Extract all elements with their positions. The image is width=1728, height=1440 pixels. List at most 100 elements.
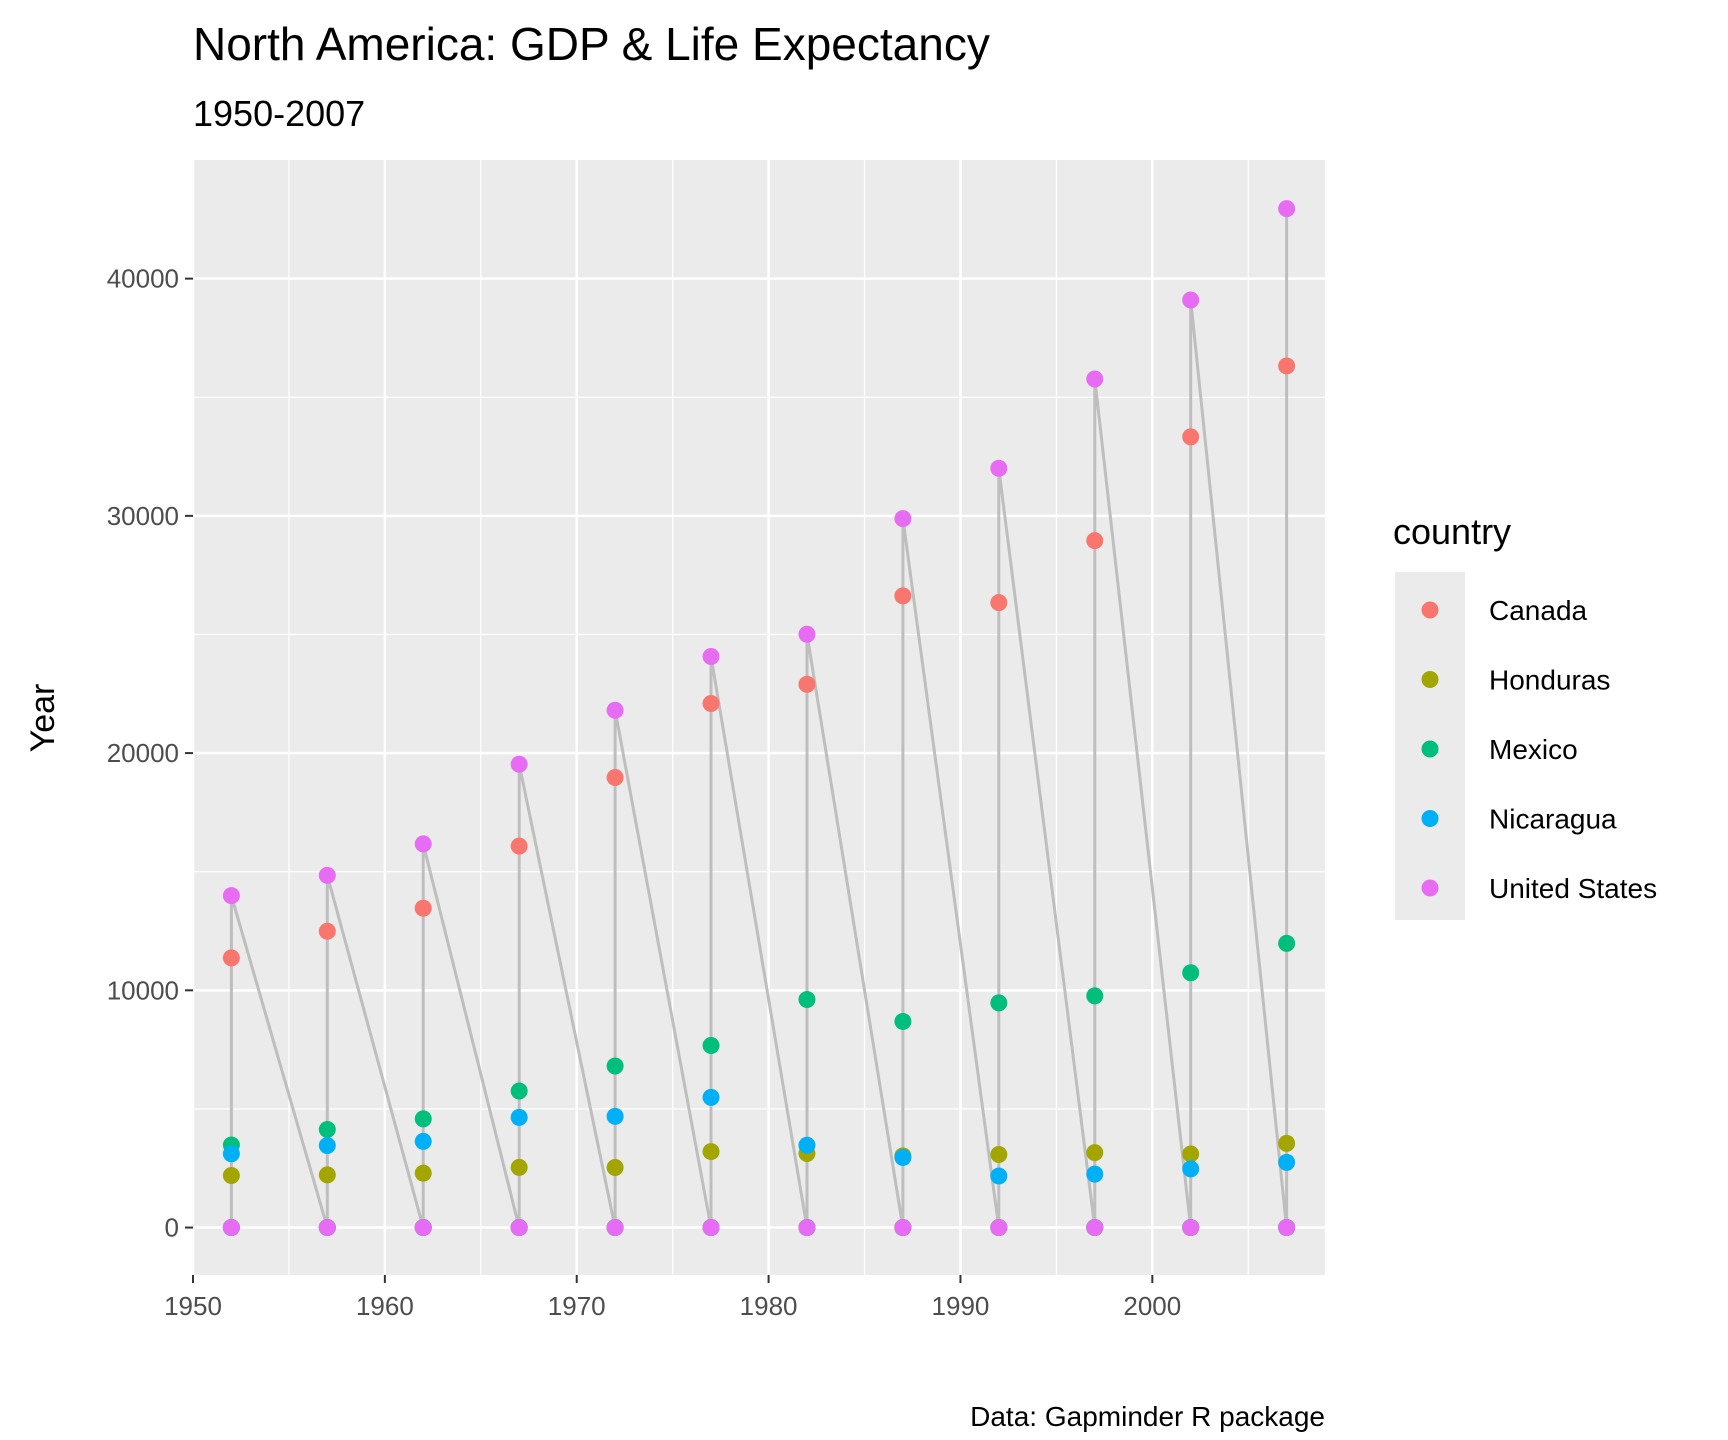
y-tick-label: 0 <box>165 1213 179 1243</box>
life-expectancy-point <box>414 1219 432 1237</box>
data-point <box>222 1166 240 1184</box>
grid-minor <box>193 160 1325 1275</box>
data-point <box>318 1166 336 1184</box>
data-point <box>1182 1145 1200 1163</box>
x-axis: 1950 1960 1970 1980 1990 2000 <box>164 1275 1181 1321</box>
life-expectancy-point <box>798 1219 816 1237</box>
data-point <box>798 991 816 1009</box>
data-point <box>222 1145 240 1163</box>
legend-key <box>1421 740 1439 758</box>
legend-title: country <box>1393 511 1511 552</box>
data-point <box>318 1137 336 1155</box>
data-point <box>510 1082 528 1100</box>
data-point <box>222 949 240 967</box>
data-point <box>702 694 720 712</box>
data-point <box>606 1107 624 1125</box>
chart-subtitle: 1950-2007 <box>193 93 365 134</box>
x-tick-label: 1980 <box>740 1291 798 1321</box>
data-point <box>1086 370 1104 388</box>
data-point <box>1278 1134 1296 1152</box>
life-expectancy-point <box>318 1219 336 1237</box>
life-expectancy-point <box>510 1219 528 1237</box>
data-point <box>1278 200 1296 218</box>
life-expectancy-point <box>990 1219 1008 1237</box>
x-tick-label: 1970 <box>548 1291 606 1321</box>
plot-panel <box>193 160 1325 1275</box>
data-point <box>702 647 720 665</box>
data-point <box>222 887 240 905</box>
data-point <box>1278 1153 1296 1171</box>
data-point <box>606 1159 624 1177</box>
legend-key <box>1421 879 1439 897</box>
connecting-path <box>229 208 1289 1229</box>
legend-items: Canada Honduras Mexico Nicaragua United Stat… <box>1421 595 1657 904</box>
data-point <box>510 1108 528 1126</box>
data-point <box>990 1167 1008 1185</box>
life-expectancy-point <box>1182 1219 1200 1237</box>
legend-label: Mexico <box>1489 734 1578 765</box>
data-point <box>606 768 624 786</box>
data-point <box>606 1057 624 1075</box>
data-point <box>318 866 336 884</box>
connecting-path-line <box>229 208 1289 1229</box>
data-point <box>1086 1144 1104 1162</box>
y-tick-label: 10000 <box>107 975 179 1005</box>
y-tick-label: 40000 <box>107 264 179 294</box>
data-point <box>894 510 912 528</box>
legend-key <box>1421 601 1439 619</box>
life-expectancy-point <box>1086 1219 1104 1237</box>
data-point <box>798 625 816 643</box>
legend-key <box>1421 810 1439 827</box>
chart-caption: Data: Gapminder R package <box>970 1401 1325 1432</box>
life-expectancy-point <box>702 1219 720 1237</box>
data-point <box>414 1132 432 1150</box>
data-points <box>222 200 1296 1237</box>
data-point <box>510 837 528 855</box>
data-point <box>798 675 816 693</box>
x-tick-label: 2000 <box>1123 1291 1181 1321</box>
y-axis-label: Year <box>24 684 62 753</box>
data-point <box>798 1136 816 1154</box>
grid-major <box>191 160 1325 1275</box>
y-tick-label: 20000 <box>107 738 179 768</box>
data-point <box>1278 357 1296 375</box>
data-point <box>318 1121 336 1139</box>
data-point <box>990 594 1008 612</box>
x-tick-label: 1960 <box>356 1291 414 1321</box>
x-tick-label: 1990 <box>932 1291 990 1321</box>
legend-label: United States <box>1489 873 1657 904</box>
data-point <box>990 1145 1008 1163</box>
chart-title: North America: GDP & Life Expectancy <box>193 18 990 70</box>
legend-label: Canada <box>1489 595 1588 626</box>
data-point <box>414 1110 432 1128</box>
data-point <box>702 1088 720 1106</box>
data-point <box>1182 1160 1200 1178</box>
data-point <box>1086 987 1104 1005</box>
y-tick-label: 30000 <box>107 501 179 531</box>
data-point <box>1182 964 1200 982</box>
data-point <box>702 1036 720 1054</box>
life-expectancy-point <box>222 1219 240 1237</box>
data-point <box>414 1164 432 1182</box>
life-expectancy-point <box>894 1219 912 1237</box>
life-expectancy-point <box>606 1219 624 1237</box>
legend-label: Honduras <box>1489 665 1610 696</box>
data-point <box>414 899 432 917</box>
data-point <box>606 701 624 719</box>
data-point <box>1086 1165 1104 1183</box>
data-point <box>1182 428 1200 446</box>
data-point <box>894 1012 912 1030</box>
life-expectancy-point <box>1278 1219 1296 1237</box>
data-point <box>414 835 432 853</box>
legend-label: Nicaragua <box>1489 804 1617 835</box>
x-tick-label: 1950 <box>164 1291 222 1321</box>
data-point <box>990 994 1008 1012</box>
data-point <box>318 922 336 940</box>
legend-key <box>1421 671 1439 688</box>
data-point <box>1182 291 1200 309</box>
data-point <box>510 755 528 773</box>
data-point <box>510 1158 528 1176</box>
data-point <box>894 1148 912 1166</box>
data-point <box>1086 532 1104 550</box>
